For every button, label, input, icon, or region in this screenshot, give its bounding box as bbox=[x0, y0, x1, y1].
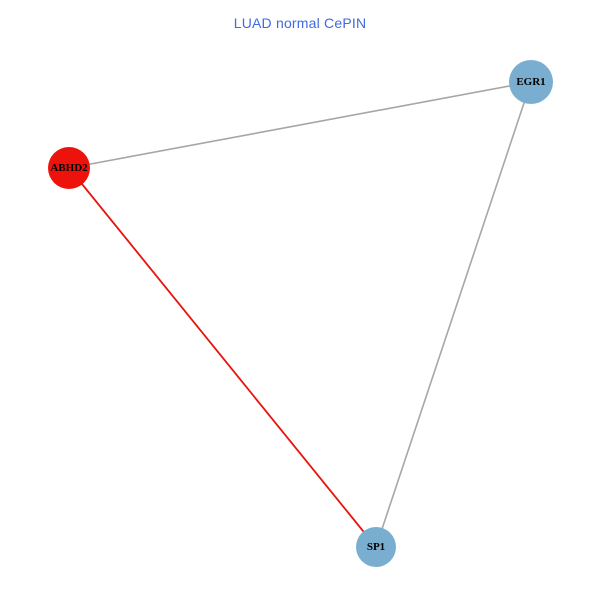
node-circle-abhd2[interactable] bbox=[48, 147, 90, 189]
node-label-egr1: EGR1 bbox=[516, 76, 545, 88]
graph-node-sp1[interactable]: SP1 bbox=[356, 527, 396, 567]
edges-group bbox=[68, 81, 532, 548]
nodes-group: ABHD2 EGR1 SP1 bbox=[48, 60, 553, 567]
node-circle-sp1[interactable] bbox=[356, 527, 396, 567]
node-label-sp1: SP1 bbox=[367, 541, 385, 553]
graph-edge-egr1-sp1[interactable] bbox=[375, 81, 532, 548]
page-title: LUAD normal CePIN bbox=[233, 15, 367, 31]
graph-node-abhd2[interactable]: ABHD2 bbox=[48, 147, 90, 189]
graph-edge-abhd2-sp1[interactable] bbox=[68, 167, 377, 548]
graph-edge-abhd2-egr1[interactable] bbox=[68, 81, 532, 169]
graph-node-egr1[interactable]: EGR1 bbox=[509, 60, 553, 104]
node-label-abhd2: ABHD2 bbox=[50, 162, 88, 174]
node-circle-egr1[interactable] bbox=[509, 60, 553, 104]
